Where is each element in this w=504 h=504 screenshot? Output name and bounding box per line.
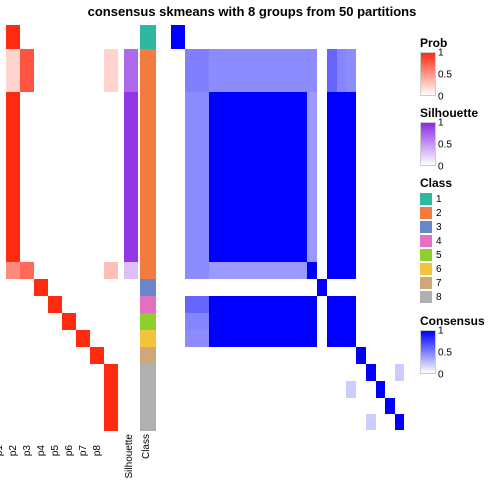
prob-column-p2 (20, 25, 34, 430)
prob-column-p6 (76, 25, 90, 430)
xlabel-class: Class (141, 434, 152, 459)
prob-column-p5 (62, 25, 76, 430)
prob-xlabels: p1p2p3p4p5p6p7p8 (6, 432, 118, 472)
prob-column-p7 (90, 25, 104, 430)
silhouette-column (124, 25, 138, 430)
xlabel-silhouette: Silhouette (124, 434, 135, 478)
legend-class: Class12345678 (420, 176, 485, 304)
class-column (140, 25, 156, 430)
legend-prob: Prob10.50 (420, 36, 485, 96)
prob-column-p3 (34, 25, 48, 430)
legend-consensus: Consensus10.50 (420, 314, 485, 374)
legend-silhouette: Silhouette10.50 (420, 106, 485, 166)
prob-column-p4 (48, 25, 62, 430)
prob-column-p1 (6, 25, 20, 430)
chart-title: consensus skmeans with 8 groups from 50 … (0, 4, 504, 19)
prob-column-p8 (104, 25, 118, 430)
legends: Prob10.50 Silhouette10.50 Class12345678 Con… (420, 36, 485, 384)
consensus-matrix (171, 25, 404, 430)
plot-area: p1p2p3p4p5p6p7p8 Silhouette Class (6, 25, 404, 490)
